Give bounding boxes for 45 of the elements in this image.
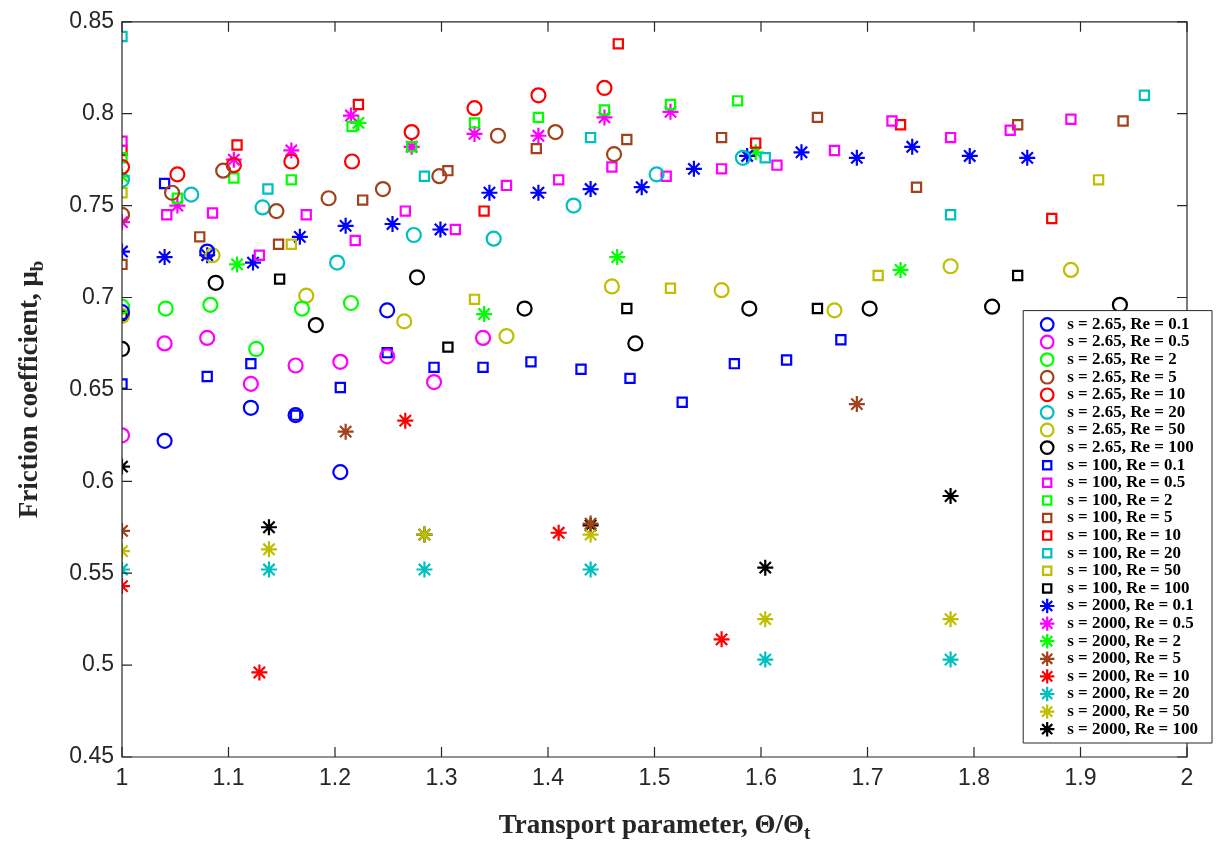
legend-label: s = 2.65, Re = 0.1: [1067, 313, 1190, 333]
legend-label: s = 100, Re = 2: [1067, 489, 1173, 509]
x-tick-label: 1.8: [958, 764, 990, 791]
legend-label: s = 2000, Re = 20: [1067, 683, 1190, 703]
y-tick-label: 0.45: [69, 742, 114, 769]
legend-label: s = 2.65, Re = 50: [1067, 419, 1186, 439]
legend-label: s = 2.65, Re = 10: [1067, 384, 1186, 404]
y-tick-label: 0.75: [69, 190, 114, 217]
x-tick-label: 1.5: [638, 764, 671, 791]
x-tick-label: 1.2: [319, 764, 351, 791]
legend-label: s = 100, Re = 0.5: [1067, 472, 1186, 492]
y-tick-label: 0.55: [69, 558, 114, 585]
x-tick-label: 1.6: [745, 764, 777, 791]
legend-label: s = 2.65, Re = 100: [1067, 436, 1194, 456]
y-axis-title: Friction coefficient, μb: [12, 260, 47, 519]
y-tick-label: 0.6: [82, 466, 114, 493]
y-tick-label: 0.7: [82, 282, 114, 309]
legend-label: s = 100, Re = 20: [1067, 542, 1181, 562]
legend-label: s = 100, Re = 50: [1067, 560, 1181, 580]
legend-label: s = 100, Re = 5: [1067, 507, 1173, 527]
y-tick-label: 0.85: [69, 7, 114, 34]
legend-label: s = 100, Re = 0.1: [1067, 454, 1186, 474]
x-tick-label: 1.3: [425, 764, 458, 791]
legend-label: s = 2000, Re = 5: [1067, 648, 1181, 668]
legend-label: s = 2.65, Re = 2: [1067, 348, 1177, 368]
legend-label: s = 2000, Re = 100: [1067, 718, 1198, 738]
legend-label: s = 2000, Re = 50: [1067, 700, 1190, 720]
legend-label: s = 2000, Re = 10: [1067, 665, 1190, 685]
x-tick-label: 1: [115, 764, 129, 791]
legend-label: s = 2000, Re = 0.1: [1067, 595, 1194, 615]
legend-label: s = 100, Re = 10: [1067, 524, 1181, 544]
x-tick-label: 2: [1180, 764, 1194, 791]
legend-label: s = 2.65, Re = 20: [1067, 401, 1186, 421]
x-tick-label: 1.4: [532, 764, 565, 791]
y-tick-label: 0.5: [82, 650, 114, 677]
legend-label: s = 2.65, Re = 5: [1067, 366, 1177, 386]
legend-label: s = 2000, Re = 0.5: [1067, 612, 1194, 632]
y-tick-label: 0.8: [82, 99, 114, 126]
y-tick-label: 0.65: [69, 374, 114, 401]
x-tick-label: 1.7: [851, 764, 884, 791]
legend-label: s = 2.65, Re = 0.5: [1067, 331, 1190, 351]
x-tick-label: 1.9: [1064, 764, 1097, 791]
legend-label: s = 2000, Re = 2: [1067, 630, 1181, 650]
legend-label: s = 100, Re = 100: [1067, 577, 1190, 597]
x-tick-label: 1.1: [212, 764, 245, 791]
